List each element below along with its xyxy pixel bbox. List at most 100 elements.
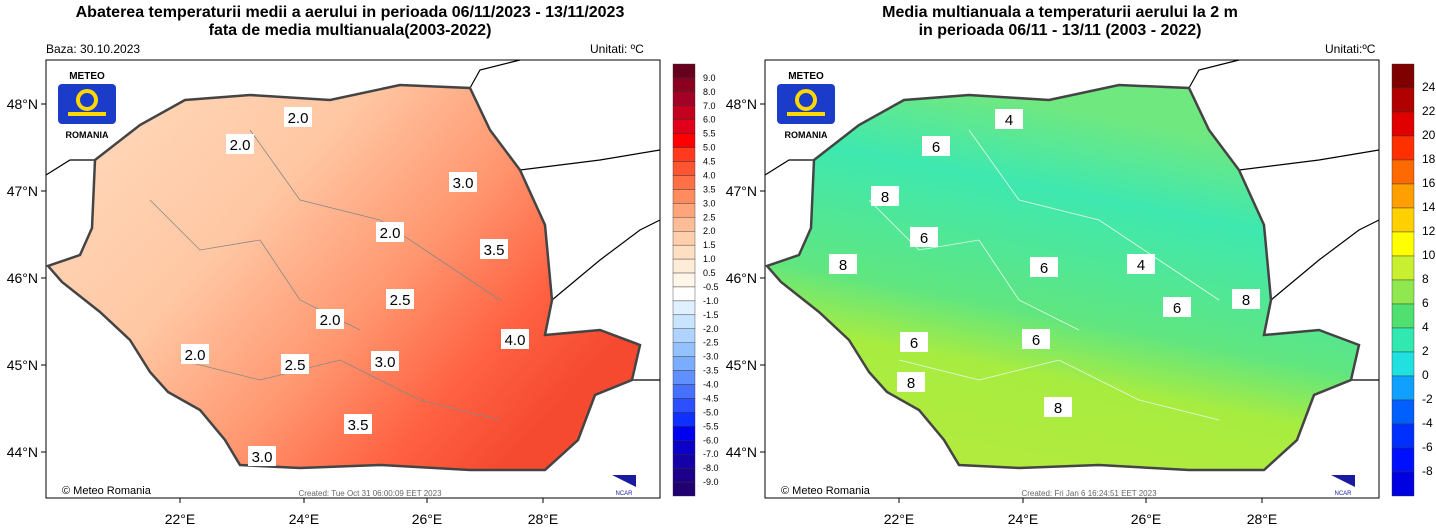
colorbar-swatch [672,217,696,232]
lon-label: 22°E [884,511,915,527]
logo-text-top: METEO [69,71,105,82]
colorbar-swatch [672,356,696,371]
colorbar-swatch [672,231,696,246]
colorbar-swatch [672,286,696,302]
neighbor-border [45,59,661,381]
colorbar-swatch [672,272,696,288]
colorbar-label: -1.0 [703,296,719,306]
colorbar-label: 2.5 [703,212,716,222]
colorbar-swatch [672,244,696,260]
colorbar-swatch [1391,303,1415,329]
colorbar-label: 1.5 [703,240,716,250]
left-title: Abaterea temperaturii medii a aerului in… [0,4,700,40]
colorbar-label: 16 [1422,176,1436,190]
lat-label: 45°N [726,357,757,373]
contour-label-box [344,414,372,434]
contour-label: 3.0 [252,449,273,466]
contour-label-box [995,109,1023,129]
colorbar-label: -4 [1422,416,1433,430]
contour-label: 2.0 [320,312,341,329]
colorbar-swatch [1391,63,1415,89]
colorbar-label: 6 [1422,296,1429,310]
contour-label: 4 [1137,257,1145,274]
logo-bar [68,112,106,116]
colorbar-label: 9.0 [703,73,716,83]
left-title-line2: fata de media multianuala(2003-2022) [208,22,492,39]
contour-label-box [226,134,254,154]
right-map-panel: 22°E 24°E 26°E 28°E 48°N 47°N 46°N 45°N 44°N 6 4 8 6… [726,59,1380,527]
colorbar-label: 4 [1422,320,1429,334]
colorbar-label: 8 [1422,272,1429,286]
contour-label: 4.0 [505,332,526,349]
contour-label-box [1044,397,1072,417]
colorbar-label: -2.5 [703,338,719,348]
contour-label: 8 [881,189,889,206]
lat-label: 44°N [726,444,757,460]
colorbar-label: 4.0 [703,170,716,180]
ncar-logo-text: NCAR [615,491,633,497]
contour-label-box [386,289,414,309]
logo-bar [787,112,825,116]
colorbar-swatch [672,342,696,357]
contour-label-box [1022,329,1050,349]
colorbar-label: -3.5 [703,366,719,376]
colorbar-swatch [672,384,696,399]
colorbar-swatch [672,440,696,455]
colorbar-label: -0.5 [703,282,719,292]
colorbar-swatch [1391,135,1415,161]
contour-label-box [248,446,276,466]
left-title-line1: Abaterea temperaturii medii a aerului in… [75,4,625,21]
contour-label: 6 [1040,260,1048,277]
colorbar-swatch [672,453,696,469]
contour-label-box [897,372,925,392]
colorbar-swatch [1391,279,1415,305]
contour-label: 6 [910,335,918,352]
colorbar-swatch [672,370,696,385]
contour-label: 8 [1054,400,1062,417]
colorbar-label: 14 [1422,200,1436,214]
copyright: © Meteo Romania [62,485,152,497]
copyright: © Meteo Romania [781,485,871,497]
colorbar-label: -7.0 [703,449,719,459]
colorbar-label: -5.5 [703,421,719,431]
contour-label: 2.0 [230,137,251,154]
contour-label-box [829,254,857,274]
colorbar-label: 5.5 [703,129,716,139]
colorbar-label: -6 [1422,440,1433,454]
lon-label: 26°E [412,511,443,527]
colorbar-swatch [1391,471,1415,497]
lat-label: 47°N [726,183,757,199]
lat-label: 46°N [726,270,757,286]
colorbar-label: 12 [1422,224,1436,238]
lon-label: 26°E [1131,511,1162,527]
colorbar-label: 24 [1422,80,1436,94]
colorbar-swatch [672,426,696,441]
right-title-line1: Media multianuala a temperaturii aerului… [882,4,1238,21]
contour-label-box [910,227,938,247]
colorbar-swatch [1391,423,1415,449]
colorbar-swatch [1391,351,1415,377]
colorbar-label: 0 [1422,368,1429,382]
colorbar-swatch [672,314,696,329]
colorbar-label: -9.0 [703,477,719,487]
logo-text-top: METEO [788,71,824,82]
colorbar-label: 4.5 [703,157,716,167]
colorbar-label: 8.0 [703,87,716,97]
colorbar-swatch [1391,231,1415,257]
right-title: Media multianuala a temperaturii aerului… [720,4,1400,40]
lat-label: 47°N [7,183,38,199]
created-stamp: Created: Fri Jan 6 16:24:51 EET 2023 [1021,489,1157,498]
colorbar-swatch [1391,399,1415,425]
contour-label-box [284,107,312,127]
left-map-panel: 22°E 24°E 26°E 28°E 48°N 47°N 46°N 45°N 44°N 2.0 2… [7,59,661,527]
colorbar-swatch [1391,375,1415,401]
colorbar-swatch [672,63,696,79]
contour-label-box [501,329,529,349]
colorbar-swatch [1391,159,1415,185]
lat-label: 45°N [7,357,38,373]
colorbar-swatch [1391,327,1415,353]
contour-label-box [1232,289,1260,309]
colorbar-swatch [1391,111,1415,137]
colorbar-label: -4.0 [703,380,719,390]
